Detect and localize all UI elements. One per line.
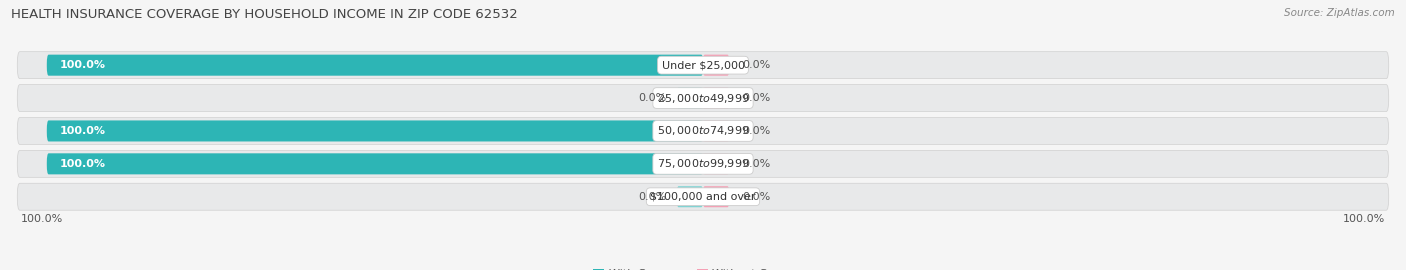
Text: 100.0%: 100.0%: [21, 214, 63, 224]
Text: $50,000 to $74,999: $50,000 to $74,999: [657, 124, 749, 137]
Text: 100.0%: 100.0%: [60, 126, 105, 136]
FancyBboxPatch shape: [703, 153, 730, 174]
FancyBboxPatch shape: [17, 183, 1389, 210]
FancyBboxPatch shape: [676, 186, 703, 207]
Text: 0.0%: 0.0%: [742, 60, 770, 70]
Text: HEALTH INSURANCE COVERAGE BY HOUSEHOLD INCOME IN ZIP CODE 62532: HEALTH INSURANCE COVERAGE BY HOUSEHOLD I…: [11, 8, 517, 21]
Text: 0.0%: 0.0%: [742, 192, 770, 202]
FancyBboxPatch shape: [703, 186, 730, 207]
Text: $100,000 and over: $100,000 and over: [650, 192, 756, 202]
FancyBboxPatch shape: [17, 117, 1389, 144]
Text: 0.0%: 0.0%: [742, 93, 770, 103]
Text: $25,000 to $49,999: $25,000 to $49,999: [657, 92, 749, 104]
Text: Under $25,000: Under $25,000: [661, 60, 745, 70]
Text: 0.0%: 0.0%: [638, 93, 666, 103]
FancyBboxPatch shape: [17, 52, 1389, 79]
Text: $75,000 to $99,999: $75,000 to $99,999: [657, 157, 749, 170]
FancyBboxPatch shape: [46, 153, 703, 174]
Text: Source: ZipAtlas.com: Source: ZipAtlas.com: [1284, 8, 1395, 18]
FancyBboxPatch shape: [46, 55, 703, 76]
FancyBboxPatch shape: [703, 55, 730, 76]
FancyBboxPatch shape: [676, 87, 703, 109]
Text: 100.0%: 100.0%: [60, 60, 105, 70]
Legend: With Coverage, Without Coverage: With Coverage, Without Coverage: [593, 269, 813, 270]
Text: 100.0%: 100.0%: [1343, 214, 1385, 224]
FancyBboxPatch shape: [17, 85, 1389, 112]
Text: 0.0%: 0.0%: [742, 159, 770, 169]
Text: 0.0%: 0.0%: [638, 192, 666, 202]
Text: 0.0%: 0.0%: [742, 126, 770, 136]
FancyBboxPatch shape: [46, 120, 703, 141]
FancyBboxPatch shape: [703, 87, 730, 109]
FancyBboxPatch shape: [17, 150, 1389, 177]
FancyBboxPatch shape: [703, 120, 730, 141]
Text: 100.0%: 100.0%: [60, 159, 105, 169]
